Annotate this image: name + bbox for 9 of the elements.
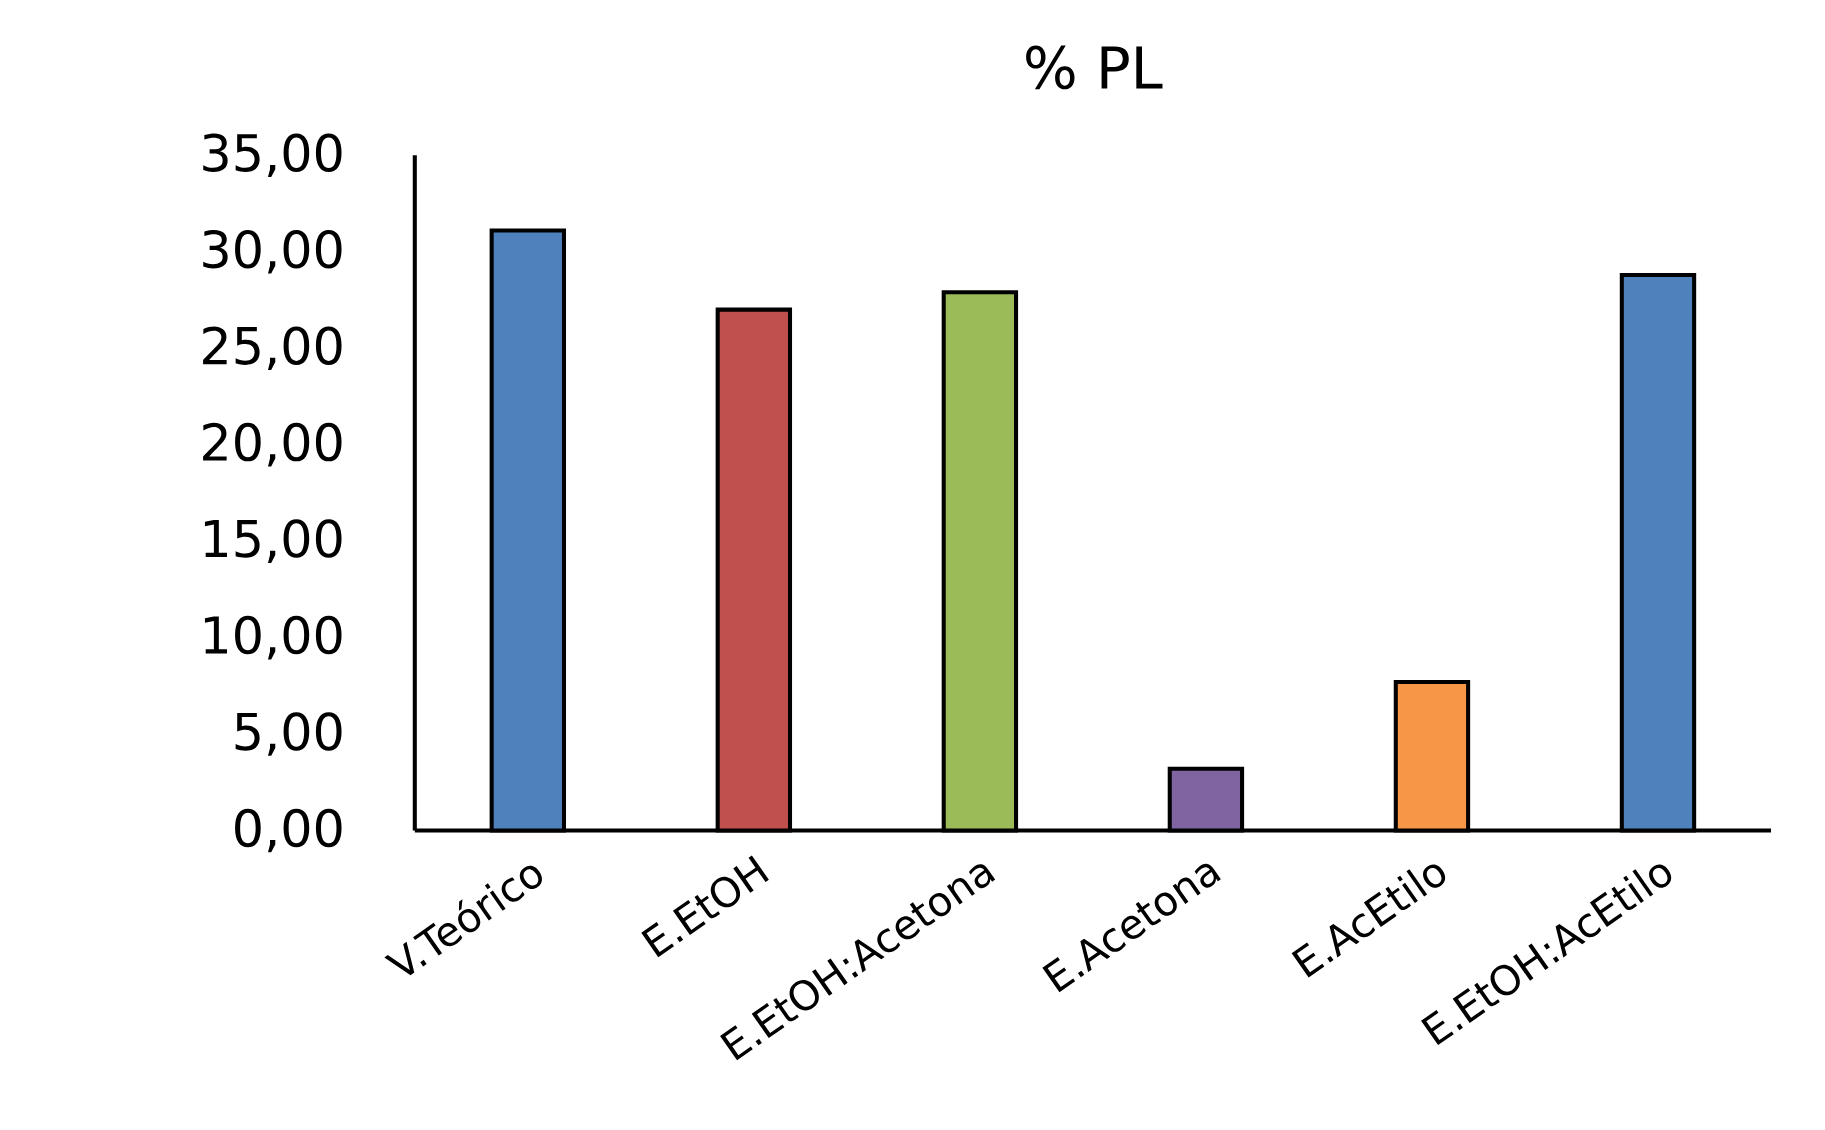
y-tick-label: 5,00	[235, 712, 342, 757]
y-tick-label: 15,00	[204, 519, 342, 564]
y-tick-label: 30,00	[203, 230, 342, 274]
y-tick-label: 10,00	[204, 616, 342, 660]
chart-title: % PL	[1026, 45, 1163, 90]
y-tick-label: 20,00	[203, 423, 342, 467]
y-tick-label: 0,00	[235, 808, 342, 853]
y-tick-label: 35,00	[203, 133, 342, 178]
y-tick-label: 25,00	[203, 326, 342, 371]
